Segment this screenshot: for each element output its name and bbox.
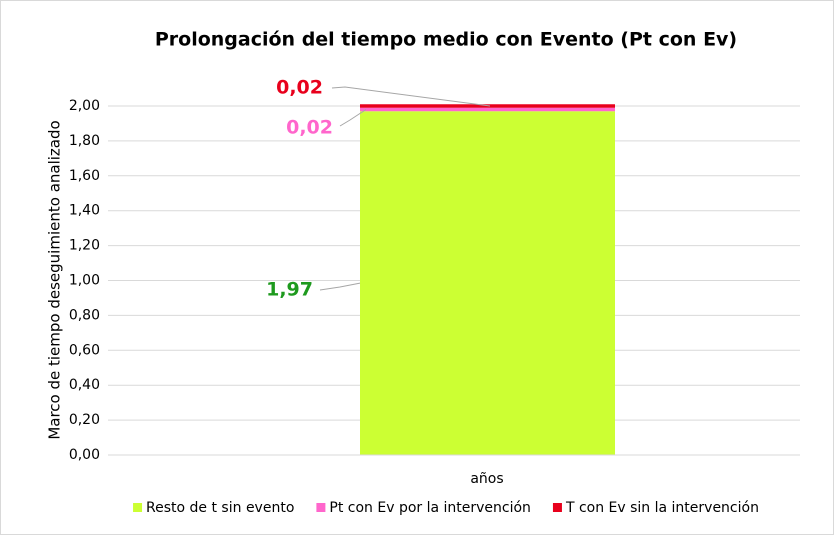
y-tick-label: 0,00 [69, 447, 100, 463]
leader-line [319, 282, 361, 291]
legend-swatch [316, 503, 326, 512]
data-label: 1,97 [266, 279, 313, 301]
leader-line [339, 109, 367, 127]
y-tick-label: 0,60 [69, 342, 100, 358]
data-label: 0,02 [276, 77, 323, 99]
y-tick-label: 0,80 [69, 307, 100, 323]
y-tick-label: 1,40 [69, 203, 100, 219]
y-tick-label: 1,60 [69, 168, 100, 184]
legend-swatch [552, 503, 562, 512]
y-axis-title: Marco de tiempo deseguimiento analizado [46, 120, 64, 439]
data-label: 0,02 [286, 117, 333, 139]
leader-line [331, 86, 491, 107]
x-axis-title: años [470, 471, 503, 487]
legend-label: T con Ev sin la intervención [565, 500, 759, 516]
y-tick-label: 1,80 [69, 133, 100, 149]
chart-title: Prolongación del tiempo medio con Evento… [155, 29, 737, 51]
legend-label: Pt con Ev por la intervención [329, 500, 531, 516]
legend-swatch [133, 503, 143, 512]
y-tick-label: 0,40 [69, 377, 100, 393]
y-tick-label: 2,00 [69, 98, 100, 114]
y-tick-label: 1,00 [69, 273, 100, 289]
bar-segment [360, 111, 615, 456]
bar-segment [360, 107, 615, 112]
y-tick-label: 1,20 [69, 238, 100, 254]
legend-label: Resto de t sin evento [146, 500, 294, 516]
y-tick-label: 0,20 [69, 412, 100, 428]
